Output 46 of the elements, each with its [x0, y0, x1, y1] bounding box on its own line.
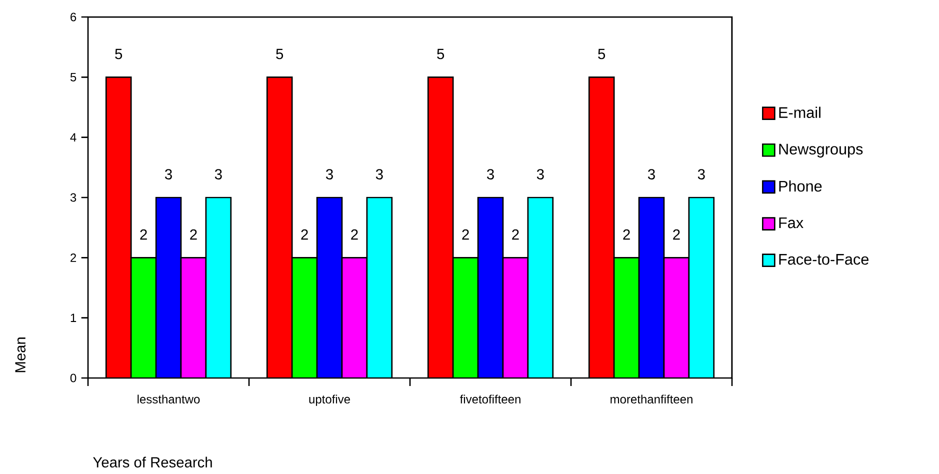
legend-label: Face-to-Face: [779, 254, 868, 265]
data-label: 3: [536, 169, 544, 180]
data-label: 5: [276, 48, 284, 60]
data-label: 5: [115, 48, 122, 60]
data-label: 3: [648, 169, 655, 180]
legend-label: Phone: [779, 180, 822, 192]
data-label: 3: [376, 169, 383, 180]
x-tick-label: fivetofifteen: [460, 394, 520, 404]
data-label: 2: [140, 229, 147, 240]
data-label: 2: [623, 229, 630, 240]
data-label: 2: [351, 229, 358, 240]
x-tick-label: lessthantwo: [138, 394, 200, 404]
x-axis-title: Years of Research: [93, 456, 212, 468]
data-label: 2: [462, 229, 469, 240]
data-label: 2: [301, 229, 308, 240]
bar: [588, 76, 615, 378]
bar: [502, 256, 529, 378]
data-label: 3: [698, 169, 705, 180]
data-label: 2: [673, 229, 680, 240]
bar: [663, 256, 690, 378]
data-label: 3: [214, 169, 222, 180]
y-tick-label: 5: [70, 72, 76, 82]
y-axis-title: Mean: [15, 338, 26, 372]
bar: [427, 76, 454, 378]
y-tick-label: 4: [70, 133, 76, 142]
bar: [105, 76, 132, 378]
x-tick-label: uptofive: [309, 394, 350, 406]
data-label: 5: [598, 48, 606, 60]
y-tick-label: 6: [70, 12, 76, 22]
data-label: 2: [512, 229, 519, 240]
y-tick-label: 0: [70, 374, 76, 382]
data-label: 3: [486, 169, 494, 180]
data-label: 3: [326, 169, 333, 180]
y-tick-label: 1: [70, 314, 76, 322]
bar: [180, 256, 207, 378]
data-label: 2: [190, 229, 197, 240]
y-tick-label: 2: [70, 253, 76, 262]
legend-label: Fax: [779, 218, 804, 228]
x-tick-label: morethanfifteen: [610, 394, 692, 404]
legend-label: E-mail: [779, 106, 820, 118]
bar: [341, 256, 368, 378]
y-tick-label: 3: [70, 193, 76, 202]
legend-label: Newsgroups: [779, 144, 863, 158]
bar: [266, 76, 293, 378]
data-label: 3: [164, 169, 172, 180]
data-label: 5: [437, 48, 444, 60]
